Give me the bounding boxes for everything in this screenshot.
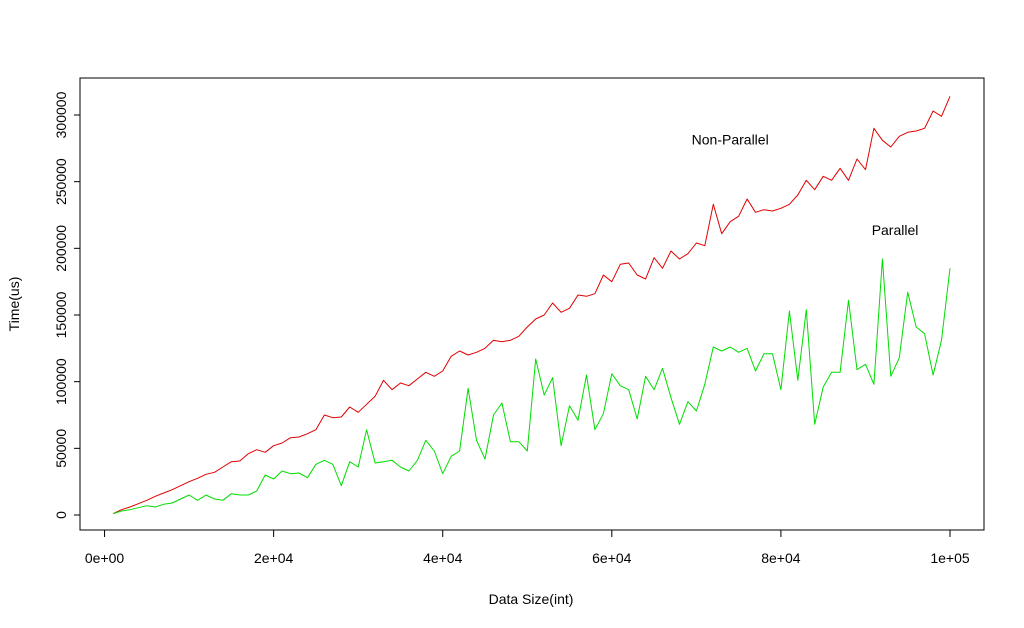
x-tick-label: 6e+04 — [592, 550, 632, 566]
series-layer — [112, 96, 951, 515]
x-tick-label: 8e+04 — [761, 550, 801, 566]
series-line-parallel — [112, 258, 951, 515]
y-axis-title: Time(us) — [6, 277, 22, 332]
x-tick-label: 4e+04 — [423, 550, 463, 566]
annotation-label: Non-Parallel — [692, 131, 769, 147]
y-tick-label: 200000 — [53, 225, 69, 272]
annotation-label: Parallel — [872, 222, 919, 238]
x-axis: 0e+00 2e+04 4e+04 6e+04 8e+04 1e+05 — [85, 529, 970, 566]
series-line-non-parallel — [112, 96, 951, 515]
y-tick-label: 100000 — [53, 358, 69, 405]
annotation-layer: Non-Parallel Parallel — [692, 131, 919, 238]
y-tick-label: 300000 — [53, 91, 69, 138]
y-tick-label: 50000 — [53, 429, 69, 468]
x-axis-title: Data Size(int) — [489, 591, 574, 607]
x-tick-label: 2e+04 — [254, 550, 294, 566]
y-tick-label: 150000 — [53, 291, 69, 338]
y-axis: 0 50000 100000 150000 200000 250000 300000 — [53, 91, 81, 519]
y-tick-label: 0 — [53, 511, 69, 519]
y-tick-label: 250000 — [53, 158, 69, 205]
x-tick-label: 0e+00 — [85, 550, 125, 566]
x-tick-label: 1e+05 — [930, 550, 970, 566]
